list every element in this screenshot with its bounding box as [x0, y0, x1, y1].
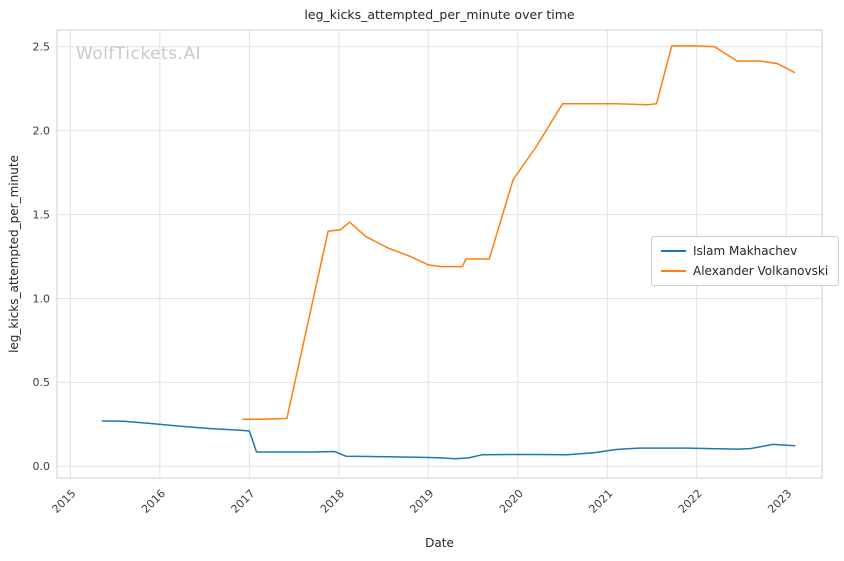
x-tick-label: 2023	[765, 487, 794, 516]
series-alexander-volkanovski	[242, 45, 796, 421]
chart-title: leg_kicks_attempted_per_minute over time	[304, 7, 575, 22]
x-tick-label: 2016	[139, 487, 168, 516]
legend-item: Alexander Volkanovski	[661, 264, 828, 278]
legend: Islam Makhachev Alexander Volkanovski	[651, 236, 840, 286]
y-tick-label: 1.0	[33, 292, 51, 305]
legend-label: Islam Makhachev	[693, 244, 798, 258]
x-tick-label: 2022	[676, 487, 705, 516]
x-tick-label: 2017	[229, 487, 258, 516]
x-tick-label: 2018	[318, 487, 347, 516]
y-axis-label: leg_kicks_attempted_per_minute	[7, 155, 21, 353]
y-tick-label: 2.0	[33, 125, 51, 138]
x-axis-label: Date	[425, 536, 454, 550]
y-tick-label: 2.5	[33, 41, 51, 54]
series-islam-makhachev	[101, 420, 796, 460]
legend-line-swatch	[661, 270, 686, 272]
legend-label: Alexander Volkanovski	[693, 264, 829, 278]
x-tick-label: 2019	[407, 487, 436, 516]
legend-item: Islam Makhachev	[661, 244, 828, 258]
y-tick-label: 0.5	[33, 376, 51, 389]
y-tick-label: 0.0	[33, 460, 51, 473]
watermark: WolfTickets.AI	[76, 44, 202, 64]
legend-line-swatch	[661, 250, 686, 252]
x-tick-label: 2020	[497, 487, 526, 516]
x-tick-label: 2015	[50, 487, 79, 516]
x-tick-label: 2021	[586, 487, 615, 516]
y-tick-label: 1.5	[33, 208, 51, 221]
